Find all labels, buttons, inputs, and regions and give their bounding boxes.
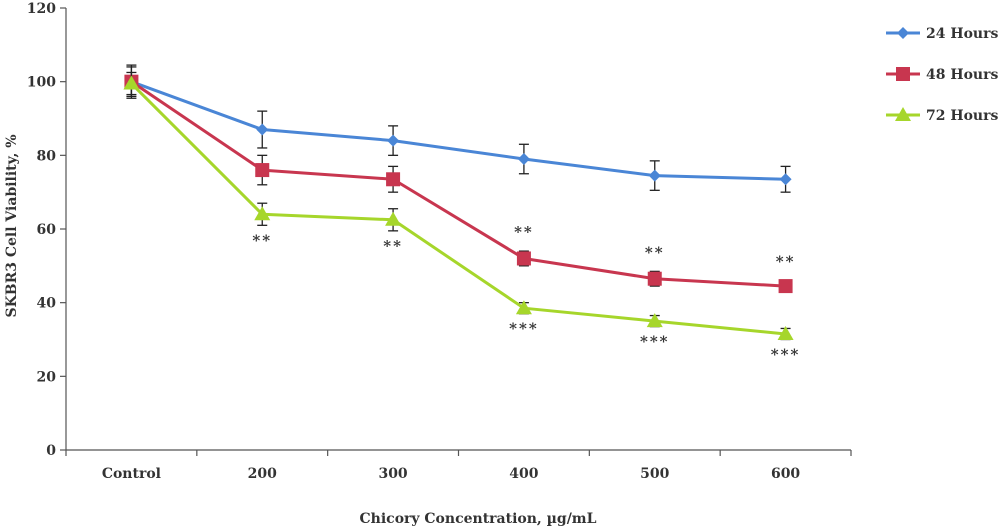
y-tick-label: 40 <box>37 296 57 312</box>
x-tick-label: 400 <box>509 466 538 482</box>
data-point <box>647 271 662 286</box>
series-24-hours <box>125 64 792 193</box>
significance-label: ** <box>383 237 403 255</box>
legend-item: 24 Hours <box>886 26 998 42</box>
data-point <box>516 251 531 266</box>
series-48-hours <box>124 66 793 294</box>
y-tick-label: 80 <box>37 148 57 164</box>
data-point <box>646 313 663 328</box>
series-line <box>130 80 786 288</box>
legend-label: 72 Hours <box>926 108 998 124</box>
x-tick-label: Control <box>102 466 161 482</box>
x-axis-title: Chicory Concentration, µg/mL <box>360 511 597 527</box>
data-point <box>387 134 400 147</box>
y-tick-label: 120 <box>27 1 56 17</box>
series-line <box>130 80 786 181</box>
data-point <box>778 279 793 294</box>
data-point <box>254 206 271 221</box>
data-point <box>777 325 794 340</box>
significance-label: ** <box>252 231 272 249</box>
y-tick-label: 60 <box>37 222 57 238</box>
data-point <box>517 153 530 166</box>
x-tick-label: 500 <box>640 466 669 482</box>
data-point <box>386 172 401 187</box>
y-tick-label: 100 <box>27 75 56 91</box>
significance-label: *** <box>771 346 801 364</box>
data-point <box>515 300 532 315</box>
x-tick-label: 300 <box>378 466 407 482</box>
legend-swatch-marker <box>897 27 909 39</box>
y-axis-title: SKBR3 Cell Viability, % <box>4 135 20 318</box>
y-tick-label: 20 <box>37 369 57 385</box>
data-point <box>256 123 269 136</box>
data-point <box>648 169 661 182</box>
legend: 24 Hours 48 Hours 72 Hours <box>886 26 998 124</box>
significance-label: ** <box>645 243 665 261</box>
legend-swatch-marker <box>896 67 910 81</box>
data-point <box>255 163 270 178</box>
legend-swatch-marker <box>895 107 911 121</box>
significance-label: *** <box>640 333 670 351</box>
plot-area: ******** *********** <box>123 64 801 364</box>
y-tick-label: 0 <box>46 443 56 459</box>
x-tick-label: 600 <box>771 466 800 482</box>
x-tick-label: 200 <box>248 466 277 482</box>
data-point <box>123 75 140 90</box>
significance-label: ** <box>776 253 796 271</box>
series-line <box>130 82 786 336</box>
data-point <box>385 211 402 226</box>
series-72-hours <box>123 71 794 341</box>
data-point <box>779 173 792 186</box>
legend-label: 48 Hours <box>926 67 998 83</box>
significance-label: ** <box>514 223 534 241</box>
legend-item: 48 Hours <box>886 67 998 83</box>
legend-item: 72 Hours <box>886 107 998 124</box>
significance-label: *** <box>509 320 539 338</box>
legend-label: 24 Hours <box>926 26 998 42</box>
axes: 0 20 40 60 80 100 120 Control 200 300 400 500 600 <box>27 1 852 482</box>
